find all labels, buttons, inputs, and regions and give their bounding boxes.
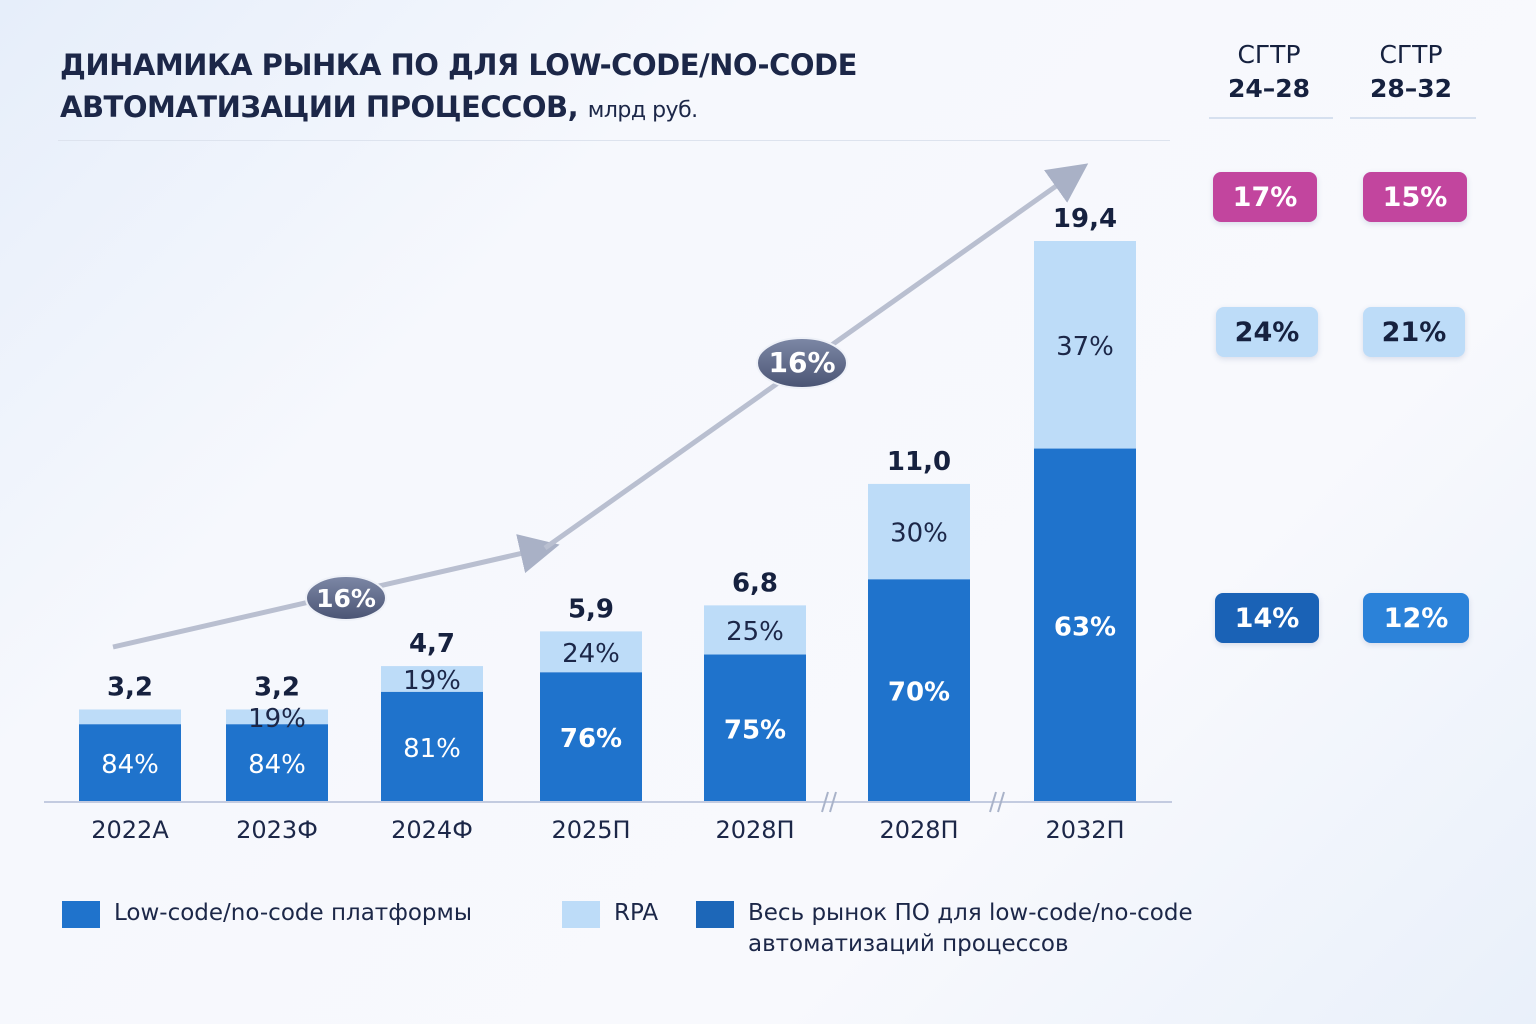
bar-lowcode-segment — [1034, 448, 1136, 802]
title-line-2: АВТОМАТИЗАЦИИ ПРОЦЕССОВ, — [60, 90, 579, 124]
title-divider — [58, 140, 1170, 141]
title-line-1: ДИНАМИКА РЫНКА ПО ДЛЯ LOW-CODE/NO-CODE — [60, 48, 857, 82]
bar-total-label: 3,2 — [107, 672, 153, 702]
bar-rpa-segment — [226, 709, 328, 725]
x-tick-label: 2022A — [91, 816, 169, 844]
x-tick-label: 2028П — [715, 816, 794, 844]
legend-label: RPA — [614, 900, 659, 926]
legend-swatch — [562, 901, 600, 928]
axis-break-mark — [829, 791, 837, 813]
bar-rpa-label: 25% — [726, 617, 784, 647]
bar-lowcode-segment — [79, 724, 181, 802]
axis-break-mark — [821, 791, 829, 813]
x-tick-label: 2028П — [879, 816, 958, 844]
cagr-header-2: СГТР 28–32 — [1349, 38, 1473, 106]
cagr-lowcode-24-28: 14% — [1215, 593, 1319, 643]
bar-lowcode-label: 84% — [101, 750, 159, 780]
x-tick-label: 2024Ф — [391, 816, 473, 844]
bar-rpa-label: 24% — [562, 639, 620, 669]
bar-lowcode-segment — [540, 672, 642, 802]
bar-lowcode-label: 75% — [724, 715, 786, 745]
growth-badge-label: 16% — [316, 584, 376, 613]
cagr-label: СГТР — [1237, 40, 1301, 69]
cagr-period: 28–32 — [1369, 74, 1453, 103]
bar-rpa-label: 19% — [248, 704, 306, 734]
cagr-header-1: СГТР 24–28 — [1207, 38, 1331, 106]
bar-rpa-label: 30% — [890, 519, 948, 549]
title-unit: млрд руб. — [587, 98, 698, 123]
bar-lowcode-segment — [868, 579, 970, 802]
cagr-lowcode-28-32: 12% — [1363, 593, 1469, 643]
bar-lowcode-segment — [704, 654, 806, 802]
cagr-divider — [1209, 117, 1333, 119]
bar-lowcode-label: 84% — [248, 750, 306, 780]
cagr-divider — [1350, 117, 1476, 119]
x-tick-label: 2032П — [1045, 816, 1124, 844]
legend-label-line: автоматизаций процессов — [748, 931, 1069, 957]
cagr-label: СГТР — [1379, 40, 1443, 69]
cagr-rpa-24-28: 24% — [1216, 307, 1318, 357]
axis-break-mark — [989, 791, 997, 813]
legend-swatch — [696, 901, 734, 928]
x-tick-label: 2025П — [551, 816, 630, 844]
cagr-period: 24–28 — [1227, 74, 1311, 103]
bar-total-label: 19,4 — [1053, 204, 1117, 234]
bar-lowcode-segment — [226, 724, 328, 802]
bar-rpa-segment — [381, 666, 483, 692]
bar-total-label: 11,0 — [887, 447, 951, 477]
axis-break-mark — [997, 791, 1005, 813]
bar-total-label: 6,8 — [732, 568, 778, 598]
bar-rpa-segment — [704, 605, 806, 655]
bar-rpa-segment — [868, 483, 970, 580]
growth-badge — [756, 337, 848, 389]
bar-lowcode-label: 70% — [888, 678, 950, 708]
bar-total-label: 4,7 — [409, 629, 455, 659]
legend-item-total: Весь рынок ПО для low-code/no-code автом… — [696, 898, 1193, 960]
growth-badge-label: 16% — [768, 346, 835, 379]
bar-total-label: 5,9 — [568, 594, 614, 624]
legend-label-line: Весь рынок ПО для low-code/no-code — [748, 900, 1193, 926]
bar-rpa-segment — [79, 709, 181, 725]
legend-label: Low-code/no-code платформы — [114, 900, 473, 926]
bar-lowcode-segment — [381, 691, 483, 802]
bar-lowcode-label: 63% — [1054, 612, 1116, 642]
bar-rpa-label: 19% — [403, 666, 461, 696]
growth-badge — [305, 575, 387, 621]
bar-lowcode-label: 76% — [560, 724, 622, 754]
legend-item-rpa: RPA — [562, 898, 658, 929]
legend-swatch — [62, 901, 100, 928]
legend-label: Весь рынок ПО для low-code/no-code автом… — [748, 898, 1193, 960]
cagr-rpa-28-32: 21% — [1363, 307, 1465, 357]
bar-total-label: 3,2 — [254, 672, 300, 702]
bar-rpa-label: 37% — [1056, 332, 1114, 362]
chart-title: ДИНАМИКА РЫНКА ПО ДЛЯ LOW-CODE/NO-CODE А… — [60, 44, 857, 132]
growth-badges: 16% 16% — [305, 337, 848, 621]
axis-breaks — [821, 791, 1005, 813]
bar-lowcode-label: 81% — [403, 734, 461, 764]
x-tick-label: 2023Ф — [236, 816, 318, 844]
legend-item-lowcode: Low-code/no-code платформы — [62, 898, 472, 929]
bars: 84%3,22022A84%19%3,22023Ф81%19%4,72024Ф7… — [79, 204, 1136, 844]
cagr-total-28-32: 15% — [1363, 172, 1467, 222]
bar-rpa-segment — [540, 631, 642, 673]
cagr-total-24-28: 17% — [1213, 172, 1317, 222]
bar-rpa-segment — [1034, 241, 1136, 449]
